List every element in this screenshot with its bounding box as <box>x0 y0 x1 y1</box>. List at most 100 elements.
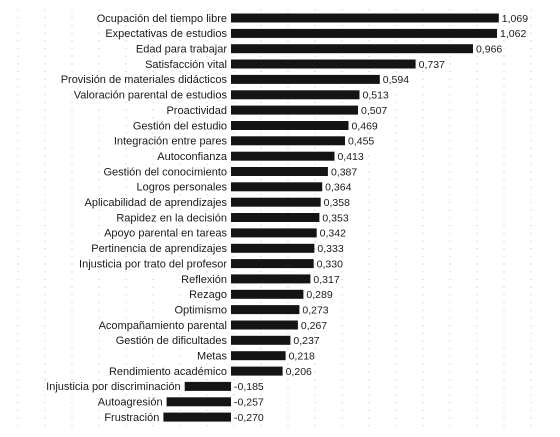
grid-dot <box>368 309 370 311</box>
grid-dot <box>449 194 451 196</box>
grid-dot <box>530 124 532 127</box>
grid-dot <box>341 225 343 227</box>
grid-dot <box>449 86 451 88</box>
grid-dot <box>314 271 316 273</box>
value-label: 0,966 <box>476 44 502 56</box>
grid-dot <box>530 348 532 350</box>
grid-dot <box>530 155 532 157</box>
grid-dot <box>314 255 316 257</box>
grid-dot <box>98 409 100 411</box>
grid-dot <box>233 132 235 134</box>
grid-dot <box>17 271 19 273</box>
grid-dot <box>152 217 154 219</box>
grid-dot <box>152 278 154 281</box>
grid-dot <box>341 117 343 119</box>
grid-dot <box>44 186 46 188</box>
grid-dot <box>179 201 181 204</box>
grid-dot <box>422 402 424 404</box>
grid-dot <box>98 155 100 157</box>
grid-dot <box>125 371 127 373</box>
grid-dot <box>44 86 46 88</box>
grid-dot <box>530 209 532 211</box>
grid-dot <box>530 178 532 180</box>
grid-dot <box>476 148 478 150</box>
grid-dot <box>179 409 181 411</box>
grid-dot <box>503 40 505 42</box>
grid-dot <box>179 232 181 234</box>
grid-dot <box>71 386 73 388</box>
grid-dot <box>44 140 46 142</box>
grid-dot <box>206 24 208 26</box>
grid-dot <box>476 71 478 73</box>
grid-dot <box>98 402 100 404</box>
grid-dot <box>71 317 73 319</box>
grid-dot <box>449 248 451 250</box>
grid-dot <box>206 263 208 265</box>
grid-dot <box>530 379 532 381</box>
grid-dot <box>206 425 208 427</box>
grid-dot <box>476 409 478 411</box>
grid-dot <box>152 302 154 304</box>
grid-dot <box>341 286 343 288</box>
grid-dot <box>341 232 343 234</box>
grid-dot <box>341 201 343 204</box>
grid-dot <box>233 209 235 211</box>
grid-dot <box>287 9 289 11</box>
grid-dot <box>17 178 19 180</box>
grid-dot <box>422 294 424 296</box>
grid-dot <box>530 94 532 96</box>
grid-dot <box>44 309 46 311</box>
grid-dot <box>449 409 451 411</box>
grid-dot <box>125 186 127 188</box>
grid-dot <box>98 109 100 111</box>
grid-dot <box>152 109 154 111</box>
grid-dot <box>260 317 262 319</box>
grid-dot <box>125 71 127 73</box>
grid-dot <box>44 32 46 34</box>
grid-dot <box>17 17 19 19</box>
grid-dot <box>233 24 235 26</box>
bar <box>231 105 358 115</box>
grid-dot <box>395 132 397 134</box>
grid-dot <box>152 163 154 165</box>
grid-dot <box>503 71 505 73</box>
grid-dot <box>125 409 127 411</box>
grid-dot <box>17 109 19 111</box>
grid-dot <box>71 186 73 188</box>
grid-dot <box>44 240 46 242</box>
grid-dot <box>422 217 424 219</box>
grid-dot <box>341 325 343 327</box>
grid-dot <box>422 340 424 342</box>
grid-dot <box>287 332 289 334</box>
grid-dot <box>503 355 505 358</box>
grid-dot <box>395 225 397 227</box>
grid-dot <box>179 32 181 34</box>
grid-dot <box>287 148 289 150</box>
grid-dot <box>152 78 154 80</box>
value-label: 0,273 <box>302 304 328 316</box>
grid-dot <box>233 402 235 404</box>
grid-dot <box>233 71 235 73</box>
grid-dot <box>530 371 532 373</box>
grid-dot <box>476 394 478 396</box>
grid-dot <box>503 371 505 373</box>
grid-dot <box>17 140 19 142</box>
grid-dot <box>98 47 100 50</box>
grid-dot <box>206 309 208 311</box>
grid-dot <box>395 24 397 26</box>
category-label: Reflexión <box>181 274 227 286</box>
grid-dot <box>476 332 478 334</box>
grid-dot <box>260 332 262 334</box>
grid-dot <box>98 386 100 388</box>
grid-dot <box>476 40 478 42</box>
grid-dot <box>179 248 181 250</box>
grid-dot <box>152 201 154 204</box>
grid-dot <box>17 124 19 127</box>
grid-dot <box>152 55 154 57</box>
bar <box>231 13 499 23</box>
grid-dot <box>368 225 370 227</box>
grid-dot <box>44 63 46 65</box>
grid-dot <box>206 109 208 111</box>
grid-dot <box>287 163 289 165</box>
grid-dot <box>395 263 397 265</box>
